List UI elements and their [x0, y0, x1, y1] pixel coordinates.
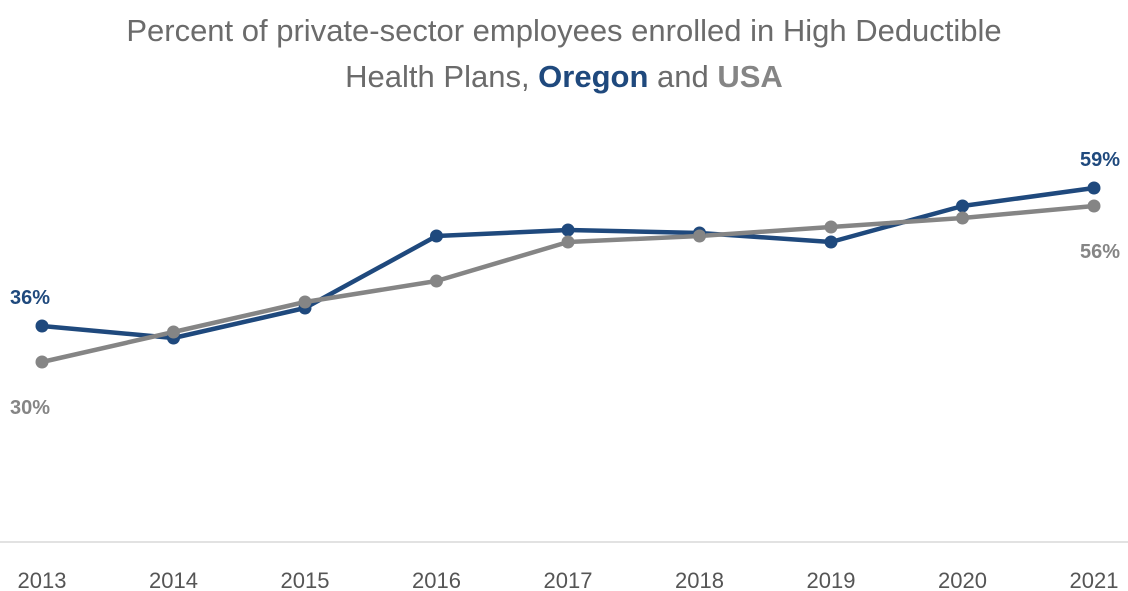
x-tick-label: 2013 [18, 568, 67, 591]
x-tick-label: 2016 [412, 568, 461, 591]
title-mid: and [648, 59, 718, 94]
title-series-oregon: Oregon [538, 59, 649, 94]
x-tick-label: 2020 [938, 568, 987, 591]
data-point-oregon [956, 199, 969, 213]
data-label-usa: 56% [1080, 241, 1120, 263]
series-line-oregon [39, 185, 1097, 341]
data-label-usa: 30% [10, 397, 50, 419]
chart-title-line1: Percent of private-sector employees enro… [126, 13, 1002, 48]
data-point-oregon [1087, 181, 1101, 195]
x-tick-label: 2015 [281, 568, 330, 591]
title-series-usa: USA [717, 59, 783, 94]
data-point-oregon [430, 229, 443, 243]
data-label-oregon: 59% [1080, 149, 1120, 171]
data-point-usa [824, 220, 838, 234]
x-tick-label: 2019 [807, 568, 856, 591]
chart-title-line2: Health Plans, Oregon and USA [0, 54, 1128, 100]
data-point-usa [1087, 199, 1101, 213]
data-point-oregon [824, 235, 838, 249]
data-point-usa [167, 325, 180, 339]
data-point-usa [298, 295, 312, 309]
data-point-oregon [561, 223, 575, 237]
data-label-oregon: 36% [10, 287, 50, 309]
title-prefix: Health Plans, [345, 59, 539, 94]
data-point-usa [693, 229, 706, 243]
data-point-usa [35, 355, 49, 369]
x-tick-label: 2014 [149, 568, 198, 591]
data-point-usa [561, 235, 575, 249]
x-tick-label: 2017 [544, 568, 593, 591]
data-point-usa [956, 211, 969, 225]
data-point-usa [430, 274, 443, 288]
chart-title: Percent of private-sector employees enro… [0, 8, 1128, 100]
x-tick-label: 2018 [675, 568, 724, 591]
data-point-oregon [35, 319, 49, 333]
x-tick-label: 2021 [1070, 568, 1119, 591]
